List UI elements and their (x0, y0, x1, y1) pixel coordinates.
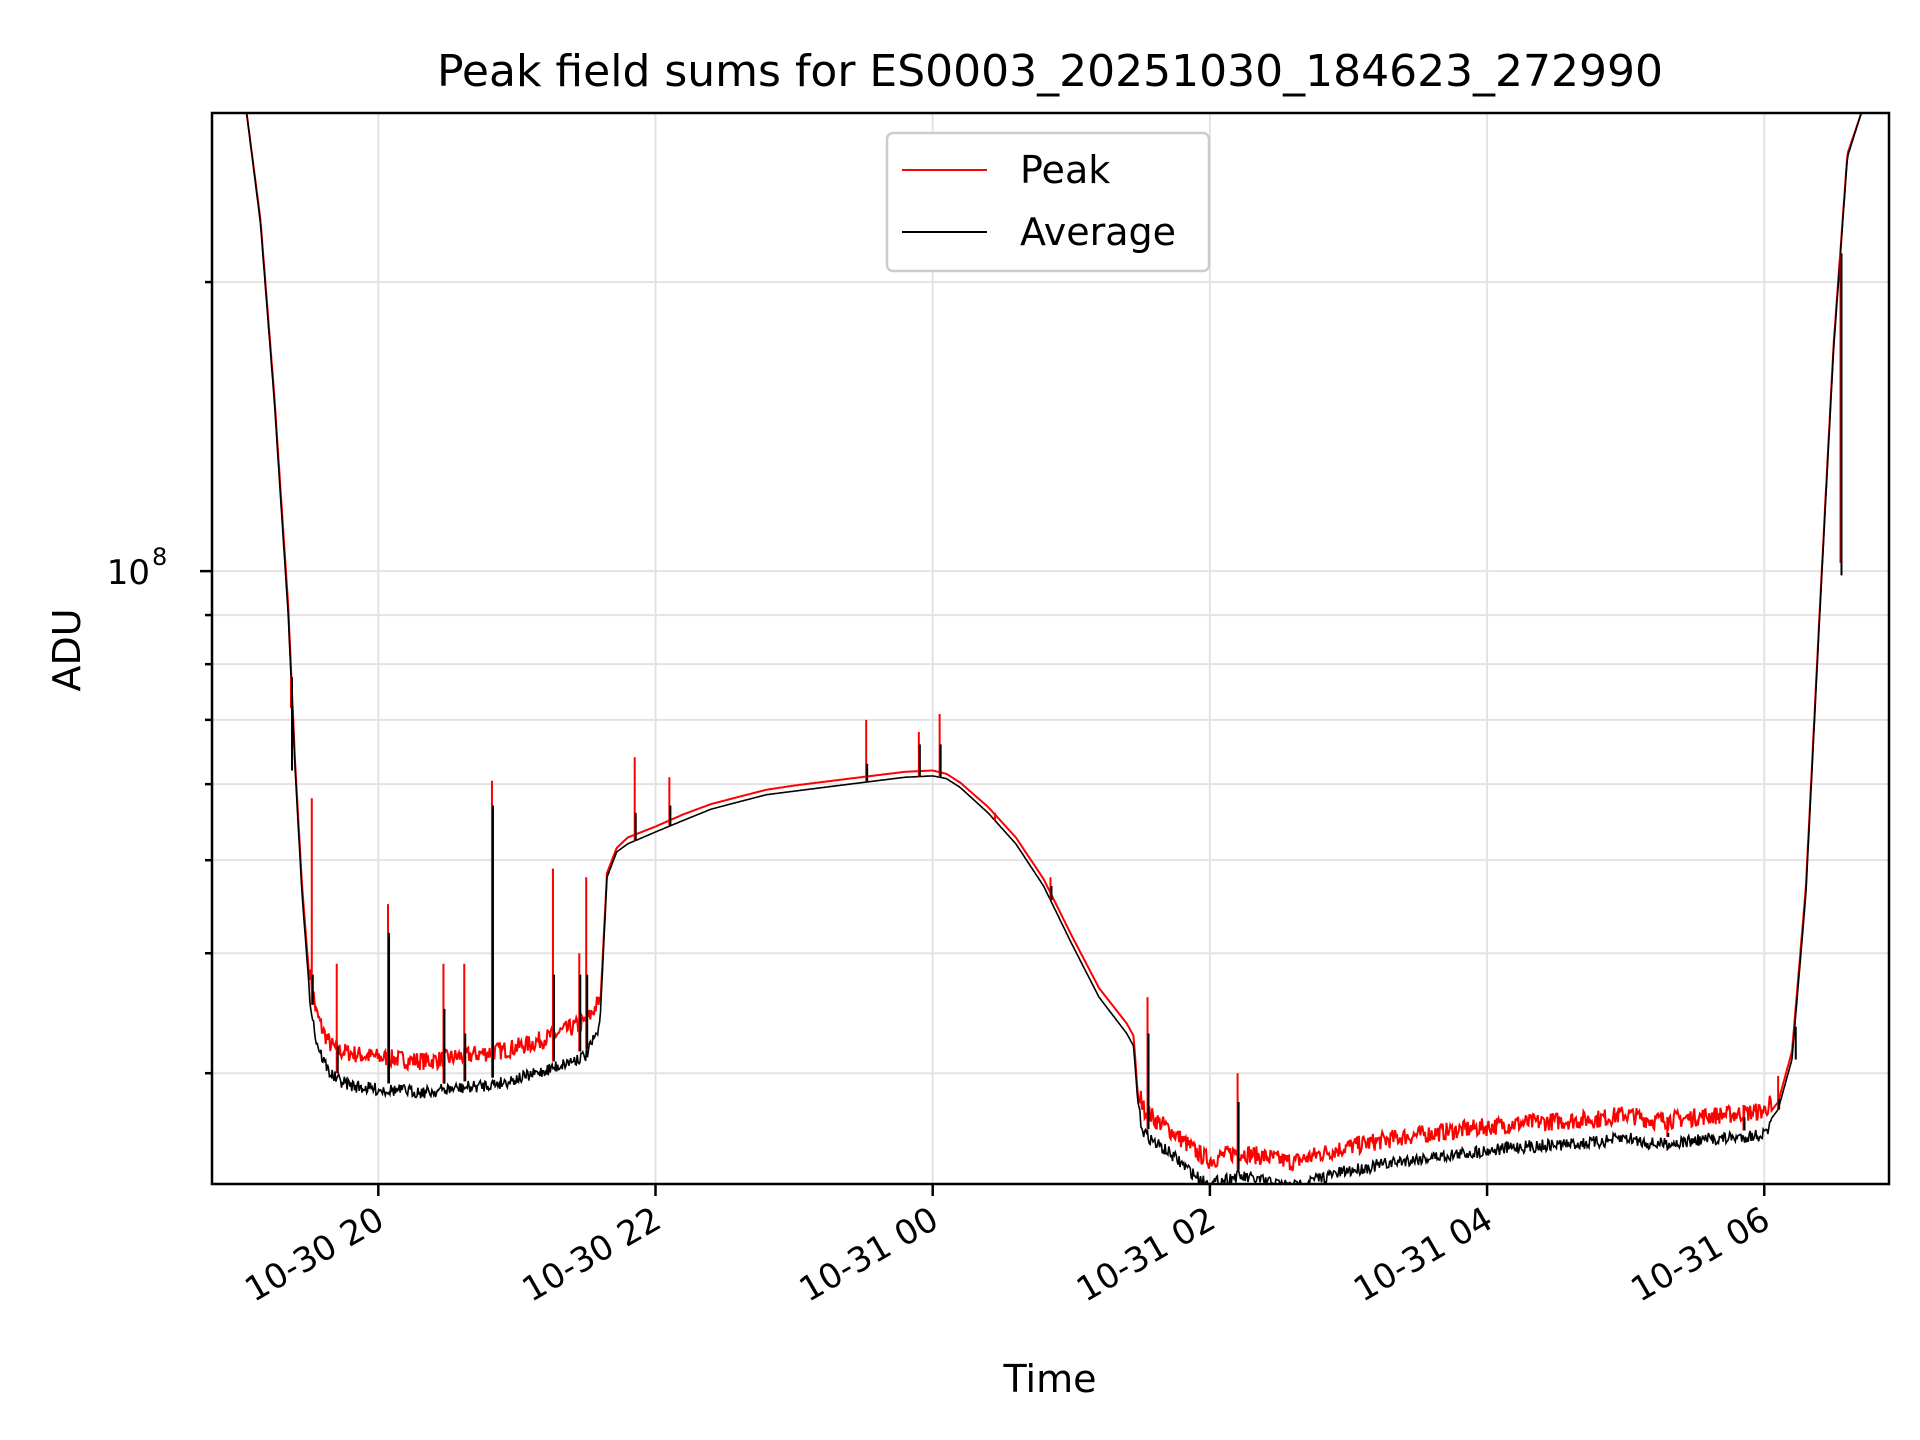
legend-label-average: Average (1020, 210, 1176, 254)
legend-box (885, 131, 1211, 273)
plot-lines (212, 112, 1889, 1187)
legend-label-peak: Peak (1020, 148, 1110, 192)
plot-area-frame (210, 111, 1891, 1186)
y-tick-label-exponent: 8 (152, 543, 167, 571)
x-axis-label: Time (1003, 1357, 1097, 1401)
chart-title: Peak field sums for ES0003_20251030_1846… (437, 46, 1663, 97)
y-axis-label: ADU (45, 608, 89, 691)
legend: Peak Average (885, 131, 1211, 273)
y-tick-label: 10 (107, 553, 150, 593)
y-axis: 10 8 (107, 280, 212, 1075)
